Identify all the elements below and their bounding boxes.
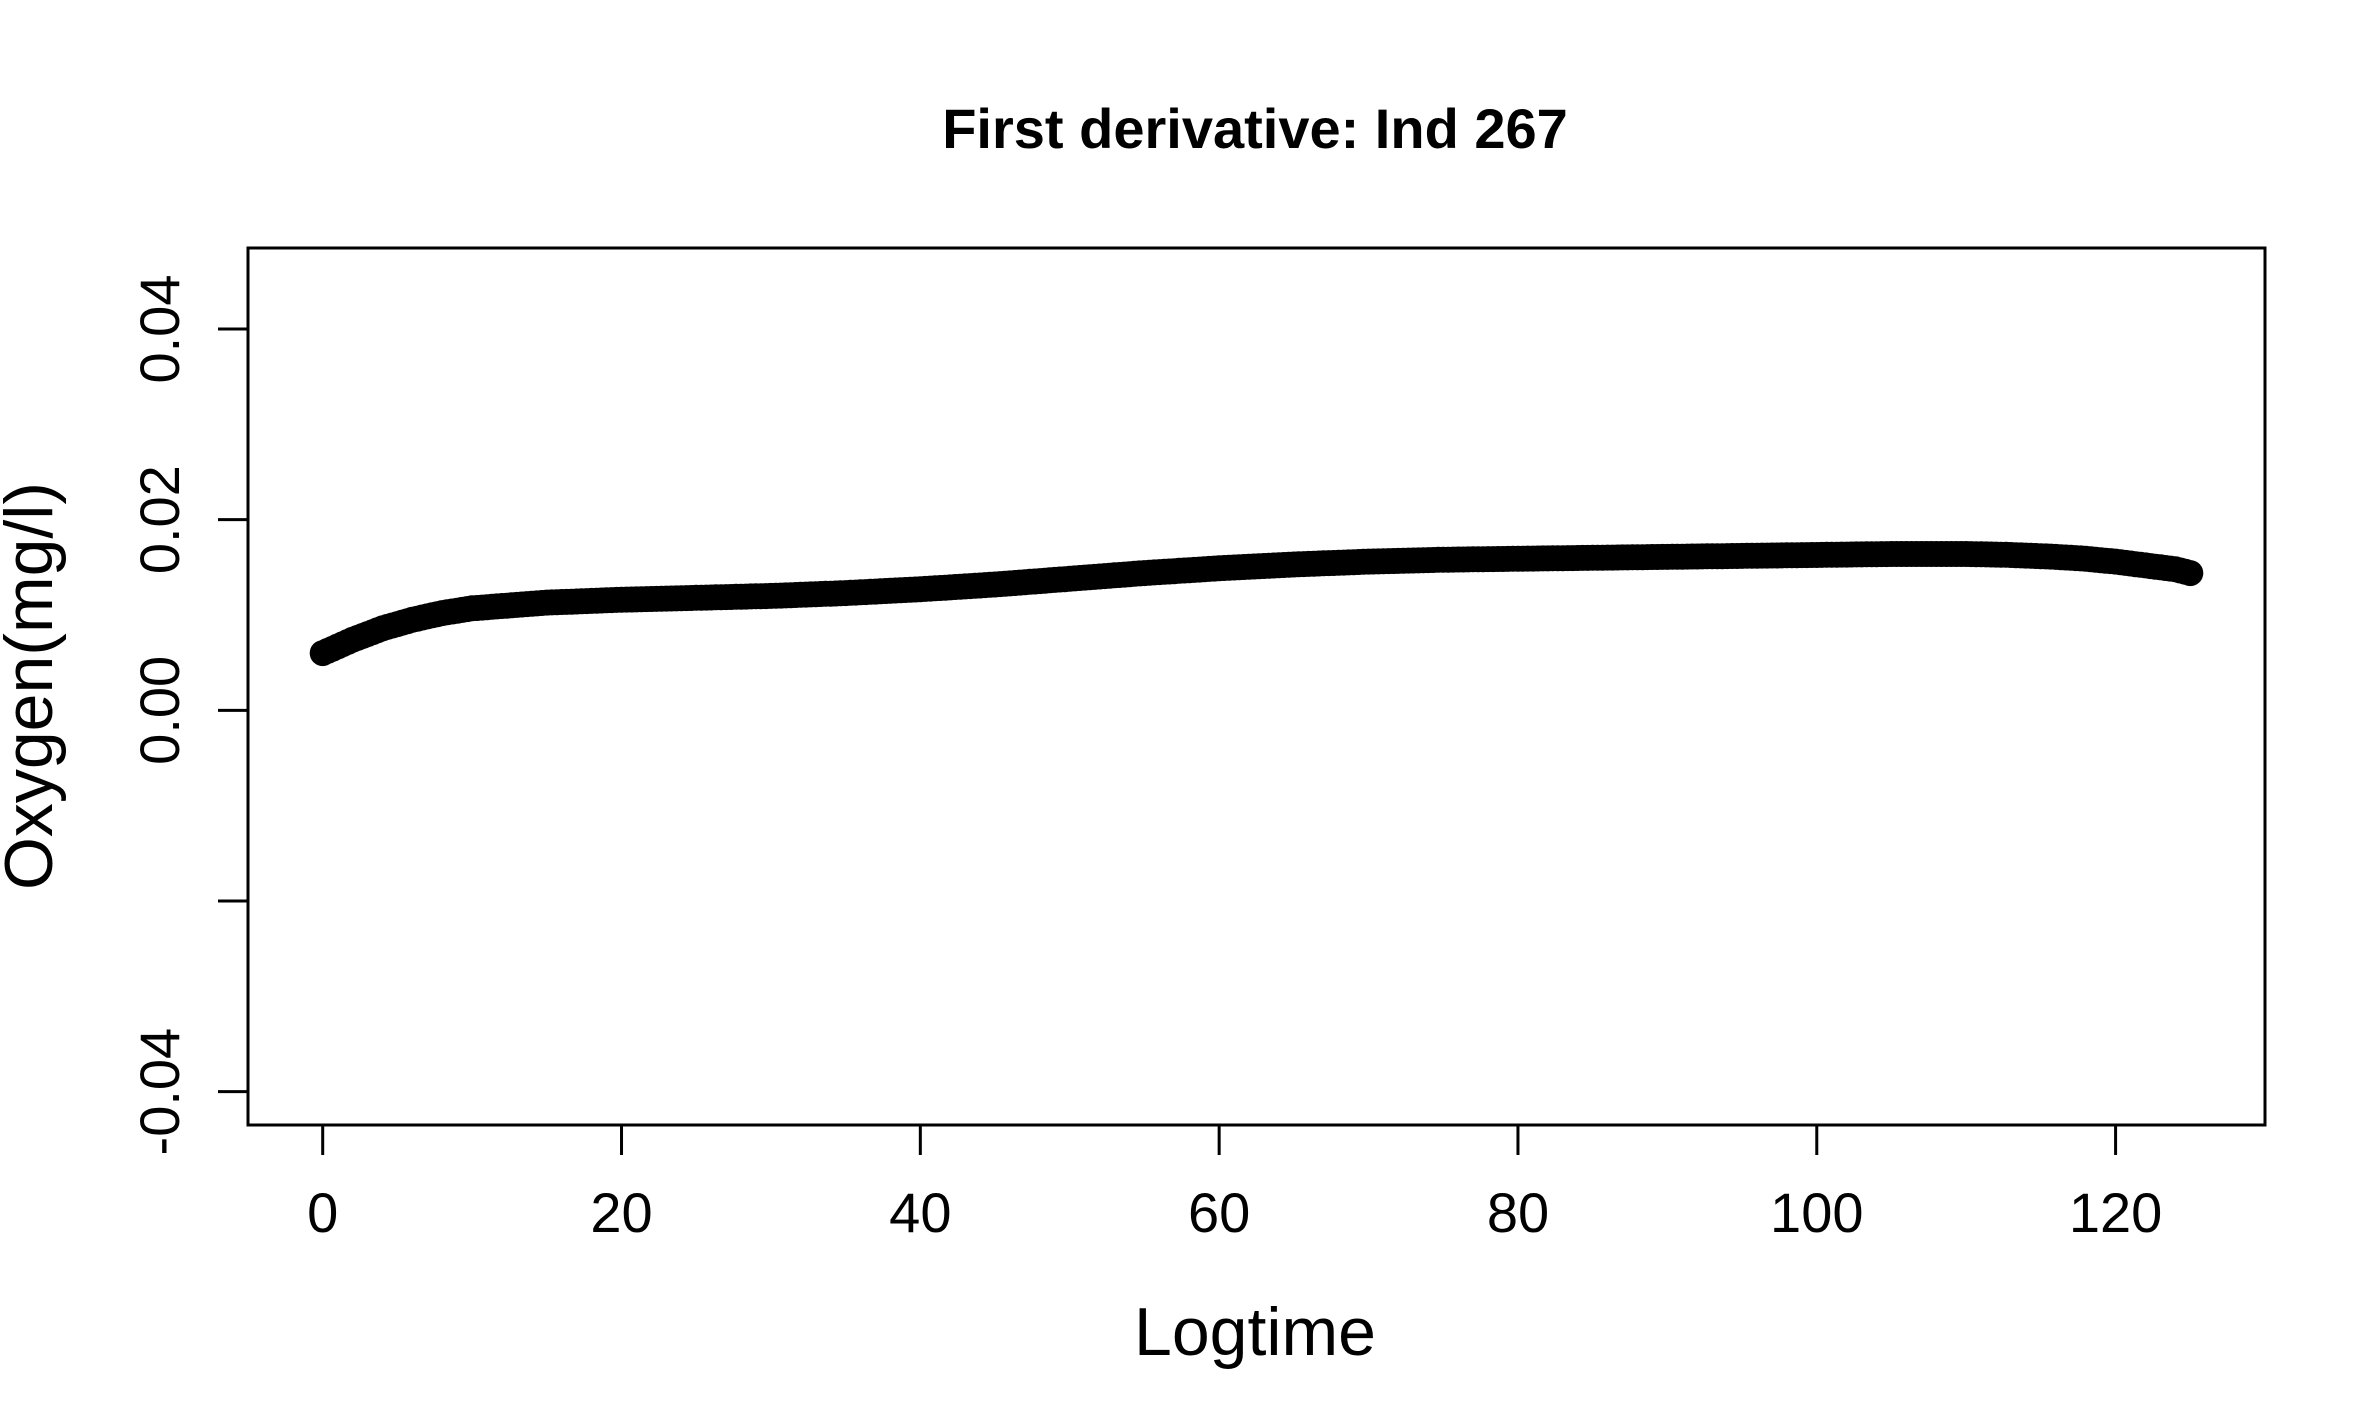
x-tick-label: 0 [307, 1181, 338, 1244]
y-axis-label: Oxygen(mg/l) [0, 482, 67, 890]
y-axis: -0.04 0.00 0.02 0.04 [128, 275, 250, 1156]
plot-frame [246, 246, 2267, 1127]
y-tick-label: 0.02 [128, 465, 191, 574]
data-point [2177, 560, 2204, 587]
x-tick-label: 60 [1188, 1181, 1250, 1244]
y-tick-label: 0.00 [128, 656, 191, 765]
x-tick-label: 100 [1770, 1181, 1863, 1244]
x-axis: 0 20 40 60 80 100 120 [307, 1123, 2162, 1244]
x-tick-label: 80 [1487, 1181, 1549, 1244]
x-tick-label: 120 [2069, 1181, 2162, 1244]
x-tick-label: 20 [590, 1181, 652, 1244]
data-layer [309, 541, 2204, 667]
chart-title: First derivative: Ind 267 [942, 97, 1568, 160]
y-tick-label: 0.04 [128, 275, 191, 384]
x-tick-label: 40 [889, 1181, 951, 1244]
y-tick-label: -0.04 [128, 1028, 191, 1156]
x-axis-label: Logtime [1134, 1294, 1376, 1370]
